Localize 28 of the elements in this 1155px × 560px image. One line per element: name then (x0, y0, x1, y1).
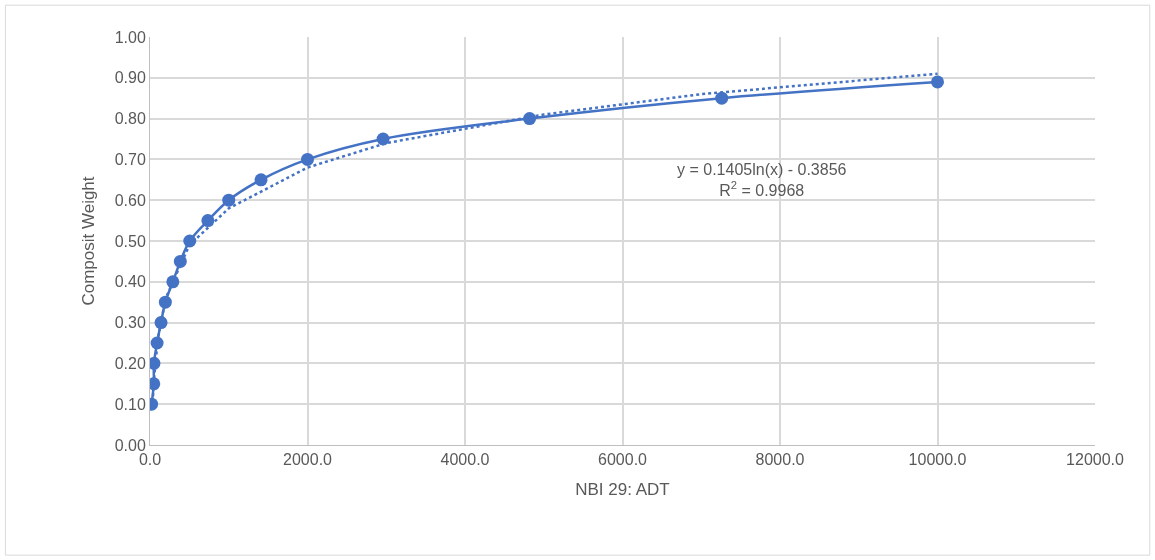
point (254, 173, 268, 187)
y-tick-label: 0.80 (114, 110, 146, 128)
y-tick-label: 0.40 (114, 273, 146, 291)
x-tick-label: 12000.0 (1066, 451, 1125, 469)
y-tick-label: 0.10 (114, 395, 146, 413)
y-tick-label: 0.70 (114, 151, 146, 168)
x-tick-label: 6000.0 (598, 451, 648, 469)
y-tick-label: 0.60 (114, 191, 146, 209)
y-tick-label: 0.00 (114, 436, 146, 454)
x-tick-label: 4000.0 (440, 451, 490, 469)
x-axis-title: NBI 29: ADT (575, 479, 670, 499)
point (201, 214, 215, 228)
point (222, 193, 236, 207)
x-tick-label: 10000.0 (908, 451, 967, 469)
y-tick-label: 0.90 (114, 69, 146, 87)
point (523, 112, 537, 126)
x-tick-label: 8000.0 (755, 451, 805, 469)
x-tick-label: 0.0 (138, 451, 162, 469)
annotation: y = 0.1405ln(x) - 0.3856 R$^{2}$ = 0.9968 (677, 161, 847, 199)
x-tick-label: 2000.0 (283, 451, 333, 469)
point (931, 75, 944, 89)
point (301, 152, 314, 166)
y-tick-label: 0.50 (114, 232, 146, 250)
y-tick-label: 1.00 (114, 28, 146, 46)
y-axis-title: Composit Weight (79, 176, 99, 306)
y-tick-label: 0.20 (114, 355, 146, 372)
y-tick-label: 0.30 (114, 314, 146, 332)
point (715, 91, 729, 105)
